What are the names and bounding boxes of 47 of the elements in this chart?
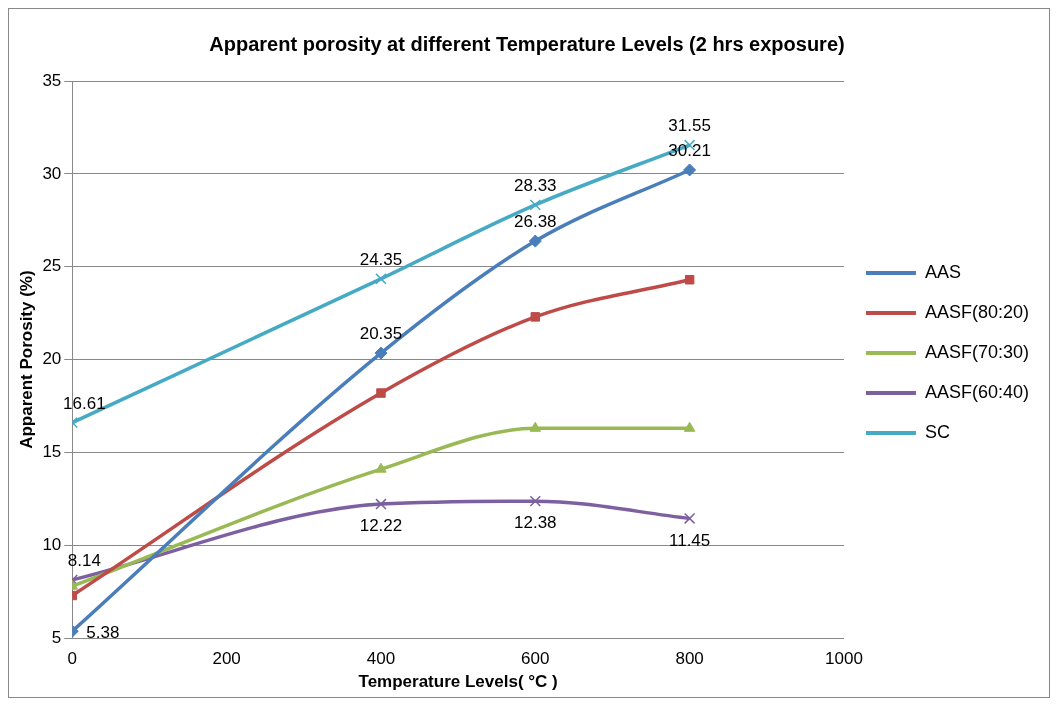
legend-label: AASF(70:30) xyxy=(924,341,1029,362)
x-tick-label: 400 xyxy=(366,649,396,669)
data-label: 26.38 xyxy=(514,212,557,232)
data-label: 28.33 xyxy=(514,176,557,196)
data-label: 12.38 xyxy=(514,513,557,533)
y-tick-label: 30 xyxy=(42,163,62,183)
y-tick-label: 25 xyxy=(42,256,62,276)
data-label: 16.61 xyxy=(63,393,106,413)
data-label: 5.38 xyxy=(86,622,120,642)
data-label: 8.14 xyxy=(67,551,101,571)
y-axis-title: Apparent Porosity (%) xyxy=(16,270,36,449)
point xyxy=(529,199,541,211)
point xyxy=(684,274,695,285)
legend-label: AASF(60:40) xyxy=(924,381,1029,402)
data-label: 30.21 xyxy=(668,141,711,161)
legend-label: SC xyxy=(924,421,950,442)
y-tick-label: 35 xyxy=(42,70,62,90)
y-tick-label: 10 xyxy=(42,535,62,555)
legend-label: AAS xyxy=(924,261,961,282)
point xyxy=(375,498,387,510)
point xyxy=(376,388,386,398)
x-axis-title: Temperature Levels( °C ) xyxy=(358,672,558,692)
data-label: 20.35 xyxy=(359,324,403,344)
point xyxy=(375,273,387,285)
point xyxy=(683,512,696,525)
legend-label: AASF(80:20) xyxy=(924,301,1029,322)
y-tick-label: 5 xyxy=(51,627,62,647)
data-label: 12.22 xyxy=(359,516,403,536)
y-tick-label: 20 xyxy=(42,349,62,369)
x-tick-label: 0 xyxy=(67,649,78,669)
x-tick-label: 600 xyxy=(521,649,550,669)
point xyxy=(683,163,697,177)
point xyxy=(374,346,388,360)
data-label: 24.35 xyxy=(359,249,403,269)
y-tick-label: 15 xyxy=(42,442,62,462)
x-tick-label: 1000 xyxy=(825,649,863,669)
point xyxy=(530,312,541,322)
chart-title: Apparent porosity at different Temperature Levels (2 hrs exposure) xyxy=(209,32,845,55)
data-label: 11.45 xyxy=(668,530,711,550)
x-tick-label: 200 xyxy=(212,649,241,669)
data-label: 31.55 xyxy=(668,116,711,136)
point xyxy=(683,421,696,432)
point xyxy=(529,495,541,507)
point xyxy=(528,234,542,248)
x-tick-label: 800 xyxy=(675,649,704,669)
point xyxy=(529,421,541,432)
point xyxy=(375,462,387,473)
